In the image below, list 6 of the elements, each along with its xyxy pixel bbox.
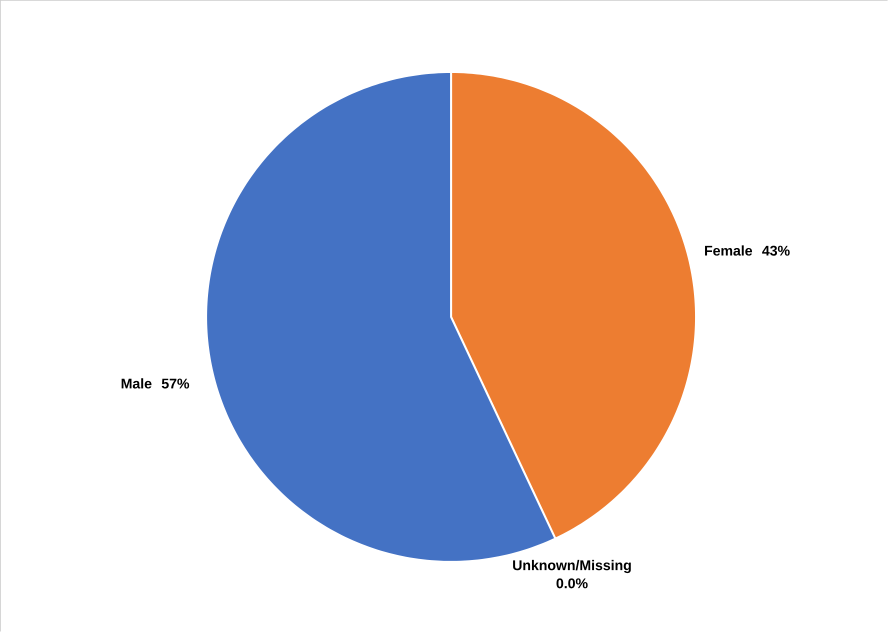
slice-label: Female bbox=[705, 245, 752, 256]
data-label: 43% bbox=[762, 246, 790, 256]
category-label: Unknown/Missing bbox=[513, 560, 631, 574]
slice-label: Male bbox=[122, 378, 152, 389]
data-label: 57% bbox=[162, 378, 190, 389]
text: 0.0% bbox=[556, 578, 588, 588]
